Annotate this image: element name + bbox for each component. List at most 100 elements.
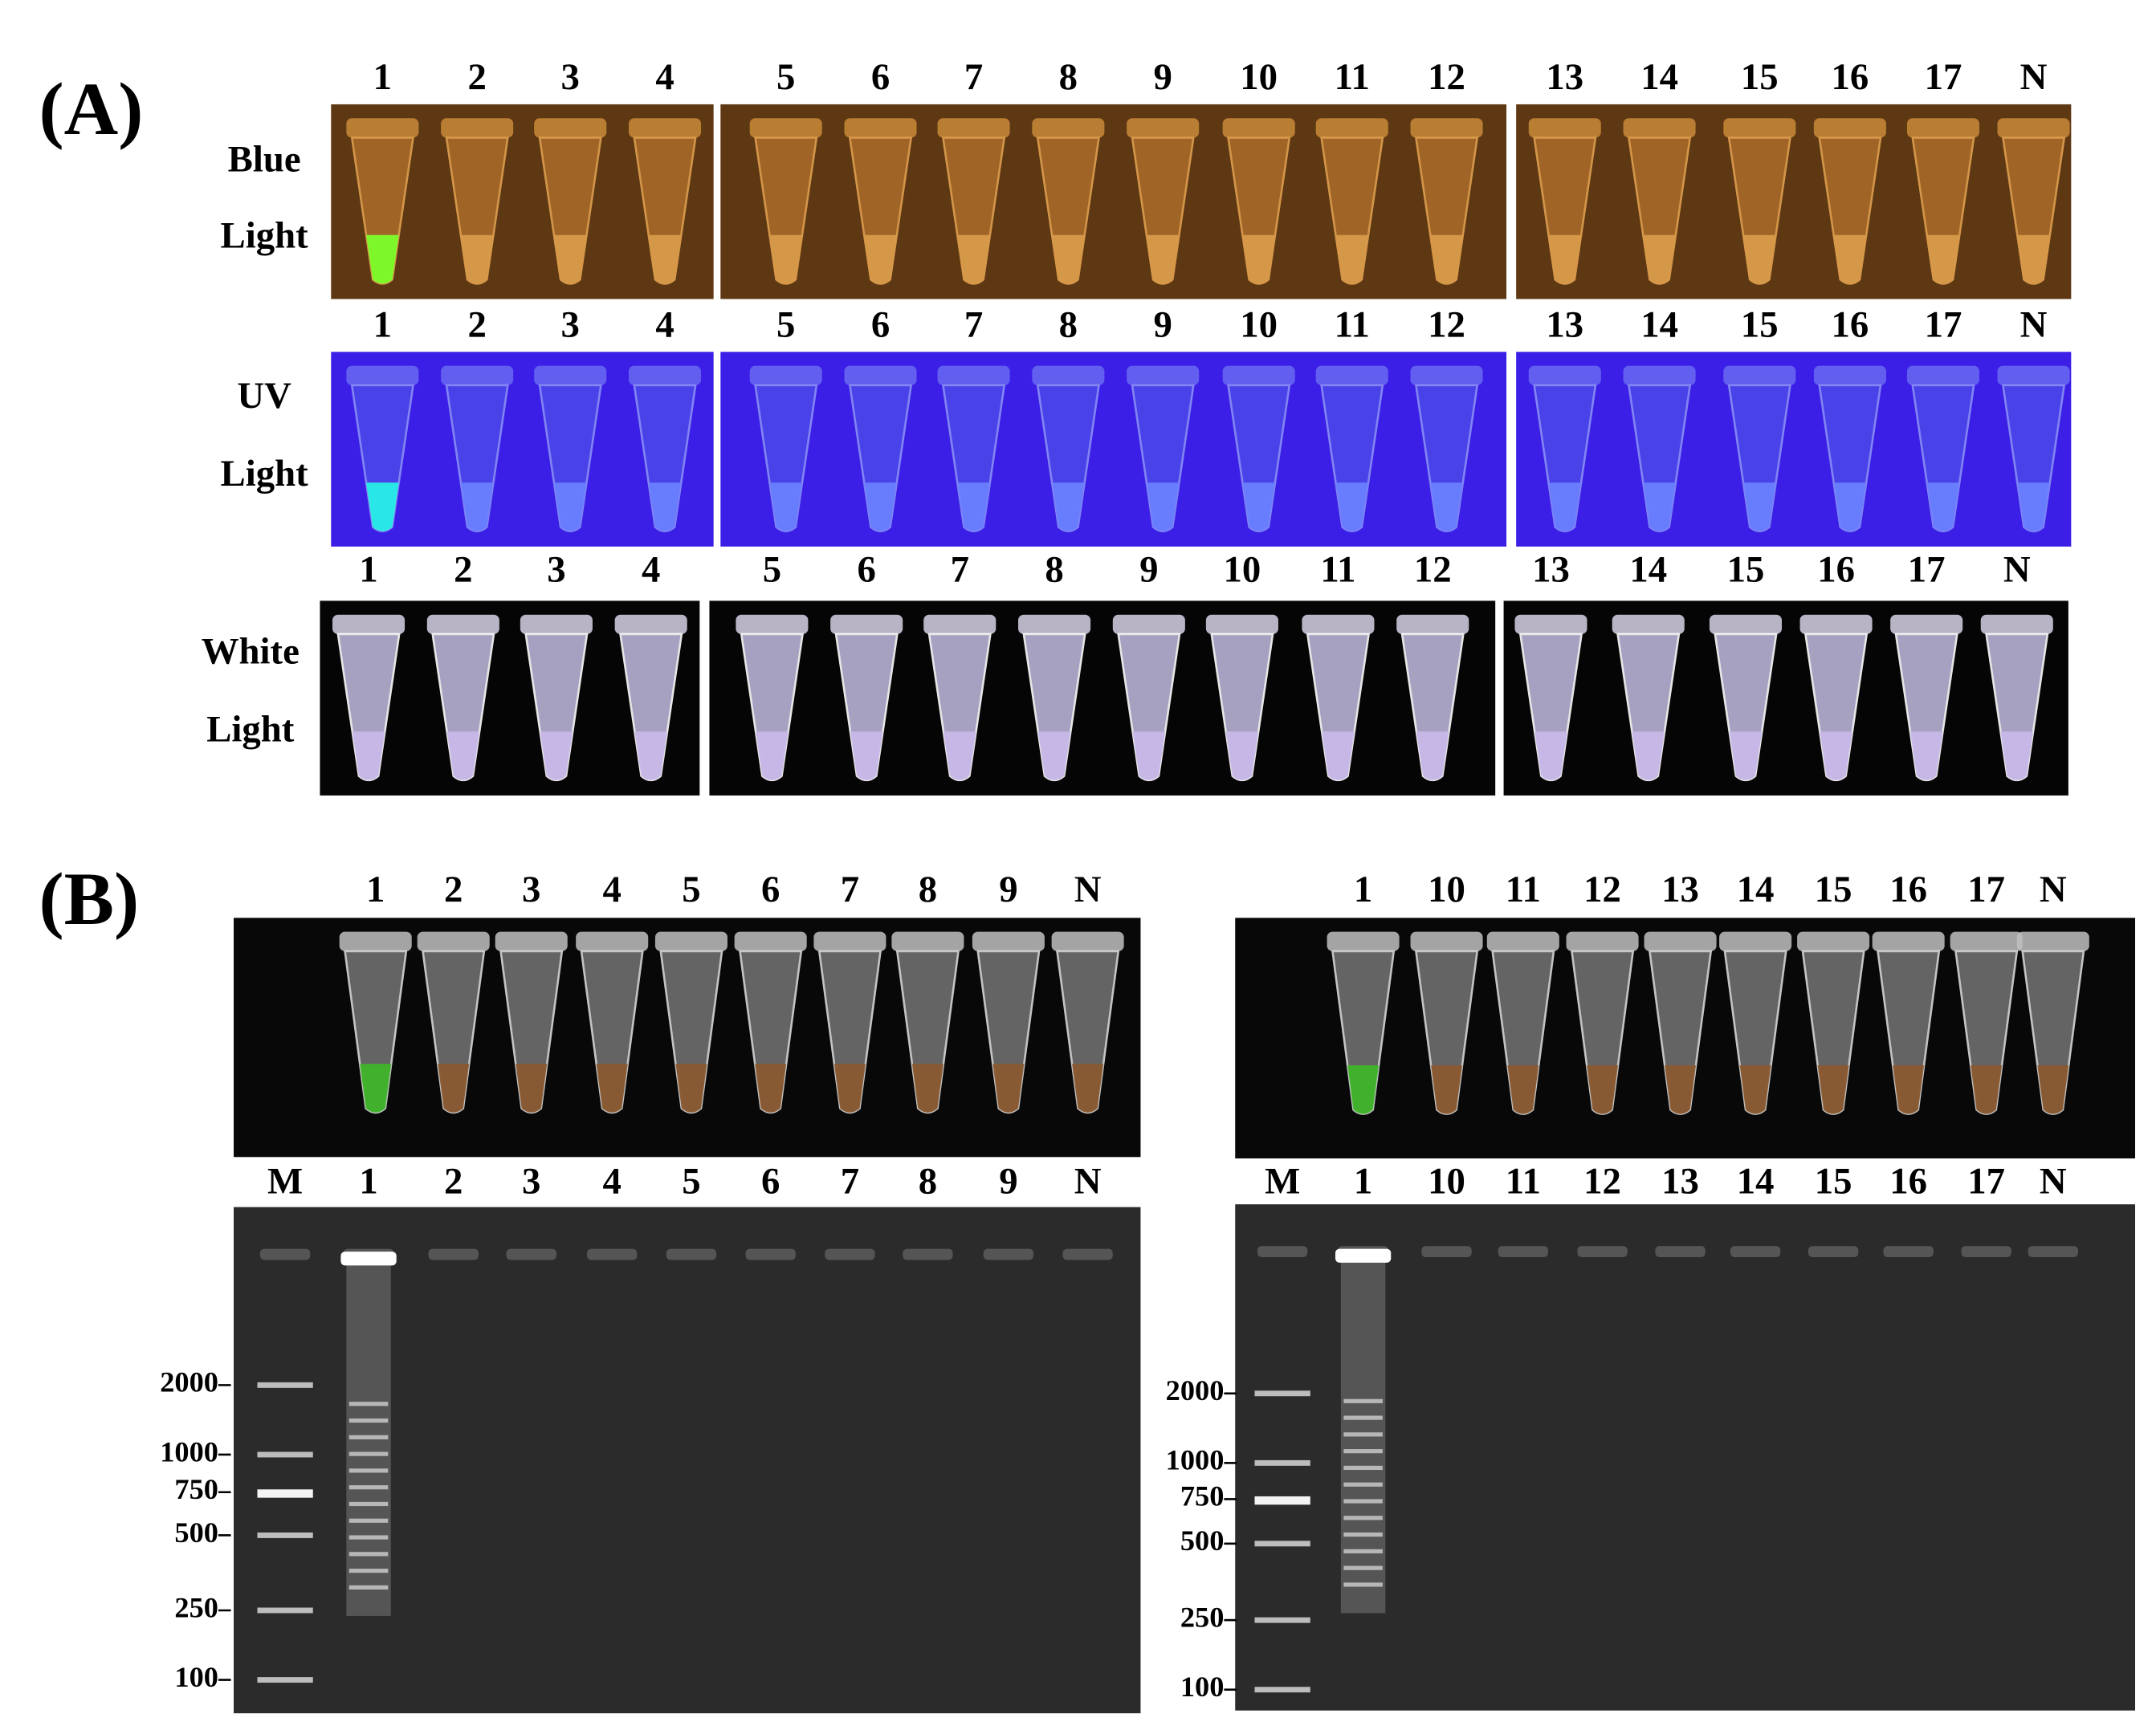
lane-label: 1 [373,304,392,346]
tube-cap [1018,614,1091,634]
tube-liquid [366,482,399,531]
photo-strip [709,600,1496,796]
tube-cap [1486,931,1559,951]
photo-strip [720,352,1507,547]
lane-label: 17 [1967,869,2005,910]
tube-cap [813,931,886,951]
lane-label: 17 [1908,548,1946,590]
gel-well [983,1248,1034,1260]
lane-label: 10 [1240,56,1278,98]
tube-cap [923,614,996,634]
tube-cap [1623,118,1696,138]
tube-liquid [1052,234,1085,284]
gel-well [1730,1246,1781,1257]
lane-label: 9 [1153,304,1172,346]
lane-label: N [1074,869,1102,910]
tube-liquid [1146,482,1180,531]
tube-cap [1528,118,1601,138]
lane-label: N [2020,304,2048,346]
ladder-label: 1000 [160,1435,218,1467]
tube-liquid [648,234,682,284]
tube-liquid [438,1064,470,1113]
lane-label: 6 [871,56,890,98]
tube-liquid [1132,731,1166,780]
gel-band [348,1435,389,1439]
tube-liquid [1820,731,1852,780]
tube-liquid [2037,1064,2069,1114]
tube-cap [495,931,568,951]
ladder-label: 250 [174,1591,218,1623]
ladder-band [1254,1617,1310,1623]
lane-label: 12 [1583,1161,1621,1203]
gel-band [348,1402,389,1406]
tube-liquid [769,234,803,284]
gel-well [259,1248,311,1260]
tube-cap [1032,365,1105,385]
gel-well [745,1248,796,1260]
tube-liquid [1431,1064,1462,1114]
lane-label: 4 [602,1161,621,1203]
tube-cap [1950,931,2023,951]
gel-well [506,1248,556,1260]
lane-label: 14 [1737,1161,1775,1203]
lane-label: 17 [1925,304,1962,346]
tube-cap [844,365,917,385]
tube-liquid [1548,482,1582,531]
tube-cap [534,118,607,138]
tube-liquid [1534,731,1567,780]
lane-label: 5 [763,548,781,590]
lane-label: 9 [1153,56,1172,98]
ladder-band [1254,1541,1310,1547]
tube-liquid [540,731,573,780]
tube-cap [576,931,649,951]
lane-label: 3 [522,869,540,910]
photo-strip [1503,600,2068,796]
tube-cap [830,614,903,634]
lane-label: 9 [1139,548,1158,590]
lane-label: 7 [951,548,969,590]
lane-label: 10 [1428,1161,1465,1203]
tube-liquid [1632,731,1665,780]
tube-cap [1127,365,1200,385]
lane-label: 10 [1224,548,1261,590]
tube-cap [1813,365,1886,385]
tube-cap [520,614,593,634]
gel-band [1343,1482,1383,1487]
ladder-label: 750 [1180,1480,1225,1512]
lane-label: 12 [1583,869,1621,910]
gel-well [1655,1246,1706,1257]
tube-cap [614,614,687,634]
tube-cap [736,614,809,634]
tube-cap [1890,614,1963,634]
tube-cap [2016,931,2089,951]
lane-label: M [1265,1161,1300,1203]
lane-label: 12 [1414,548,1452,590]
lane-label: 2 [454,548,472,590]
ladder-label: 250 [1180,1601,1225,1633]
tube-cap [1410,118,1483,138]
gel-band [348,1501,389,1507]
lane-label: 17 [1925,56,1962,98]
tube-liquid [1507,1064,1539,1114]
lane-label: 11 [1335,304,1370,346]
tube-liquid [1347,1064,1380,1114]
lane-label: 6 [761,1161,780,1203]
tube-cap [1644,931,1717,951]
ladder-label: 100 [174,1661,218,1693]
gel-well [1421,1246,1472,1257]
lane-label: 13 [1661,869,1699,910]
lane-label: 3 [561,56,580,98]
lane-label: 15 [1741,56,1779,98]
lane-label: N [2040,1161,2067,1203]
ladder-band [257,1451,313,1458]
tube-cap [1051,931,1124,951]
lane-label: 4 [655,304,674,346]
gel-band [348,1451,389,1456]
tube-liquid [833,1064,866,1113]
tube-liquid [1335,234,1369,284]
lane-label: 16 [1889,869,1927,910]
gel-well [587,1248,638,1260]
tube-cap [891,931,964,951]
tube-liquid [1926,234,1960,284]
